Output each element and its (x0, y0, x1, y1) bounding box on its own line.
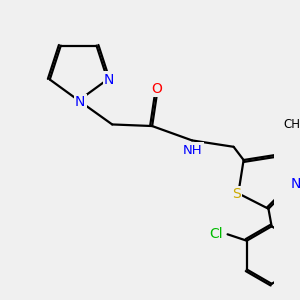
Text: N: N (104, 73, 114, 86)
Text: N: N (290, 177, 300, 191)
Text: S: S (232, 187, 241, 201)
Text: O: O (152, 82, 162, 96)
Text: CH₃: CH₃ (283, 118, 300, 131)
Text: Cl: Cl (210, 226, 223, 241)
Text: N: N (75, 95, 86, 109)
Text: NH: NH (183, 143, 203, 157)
